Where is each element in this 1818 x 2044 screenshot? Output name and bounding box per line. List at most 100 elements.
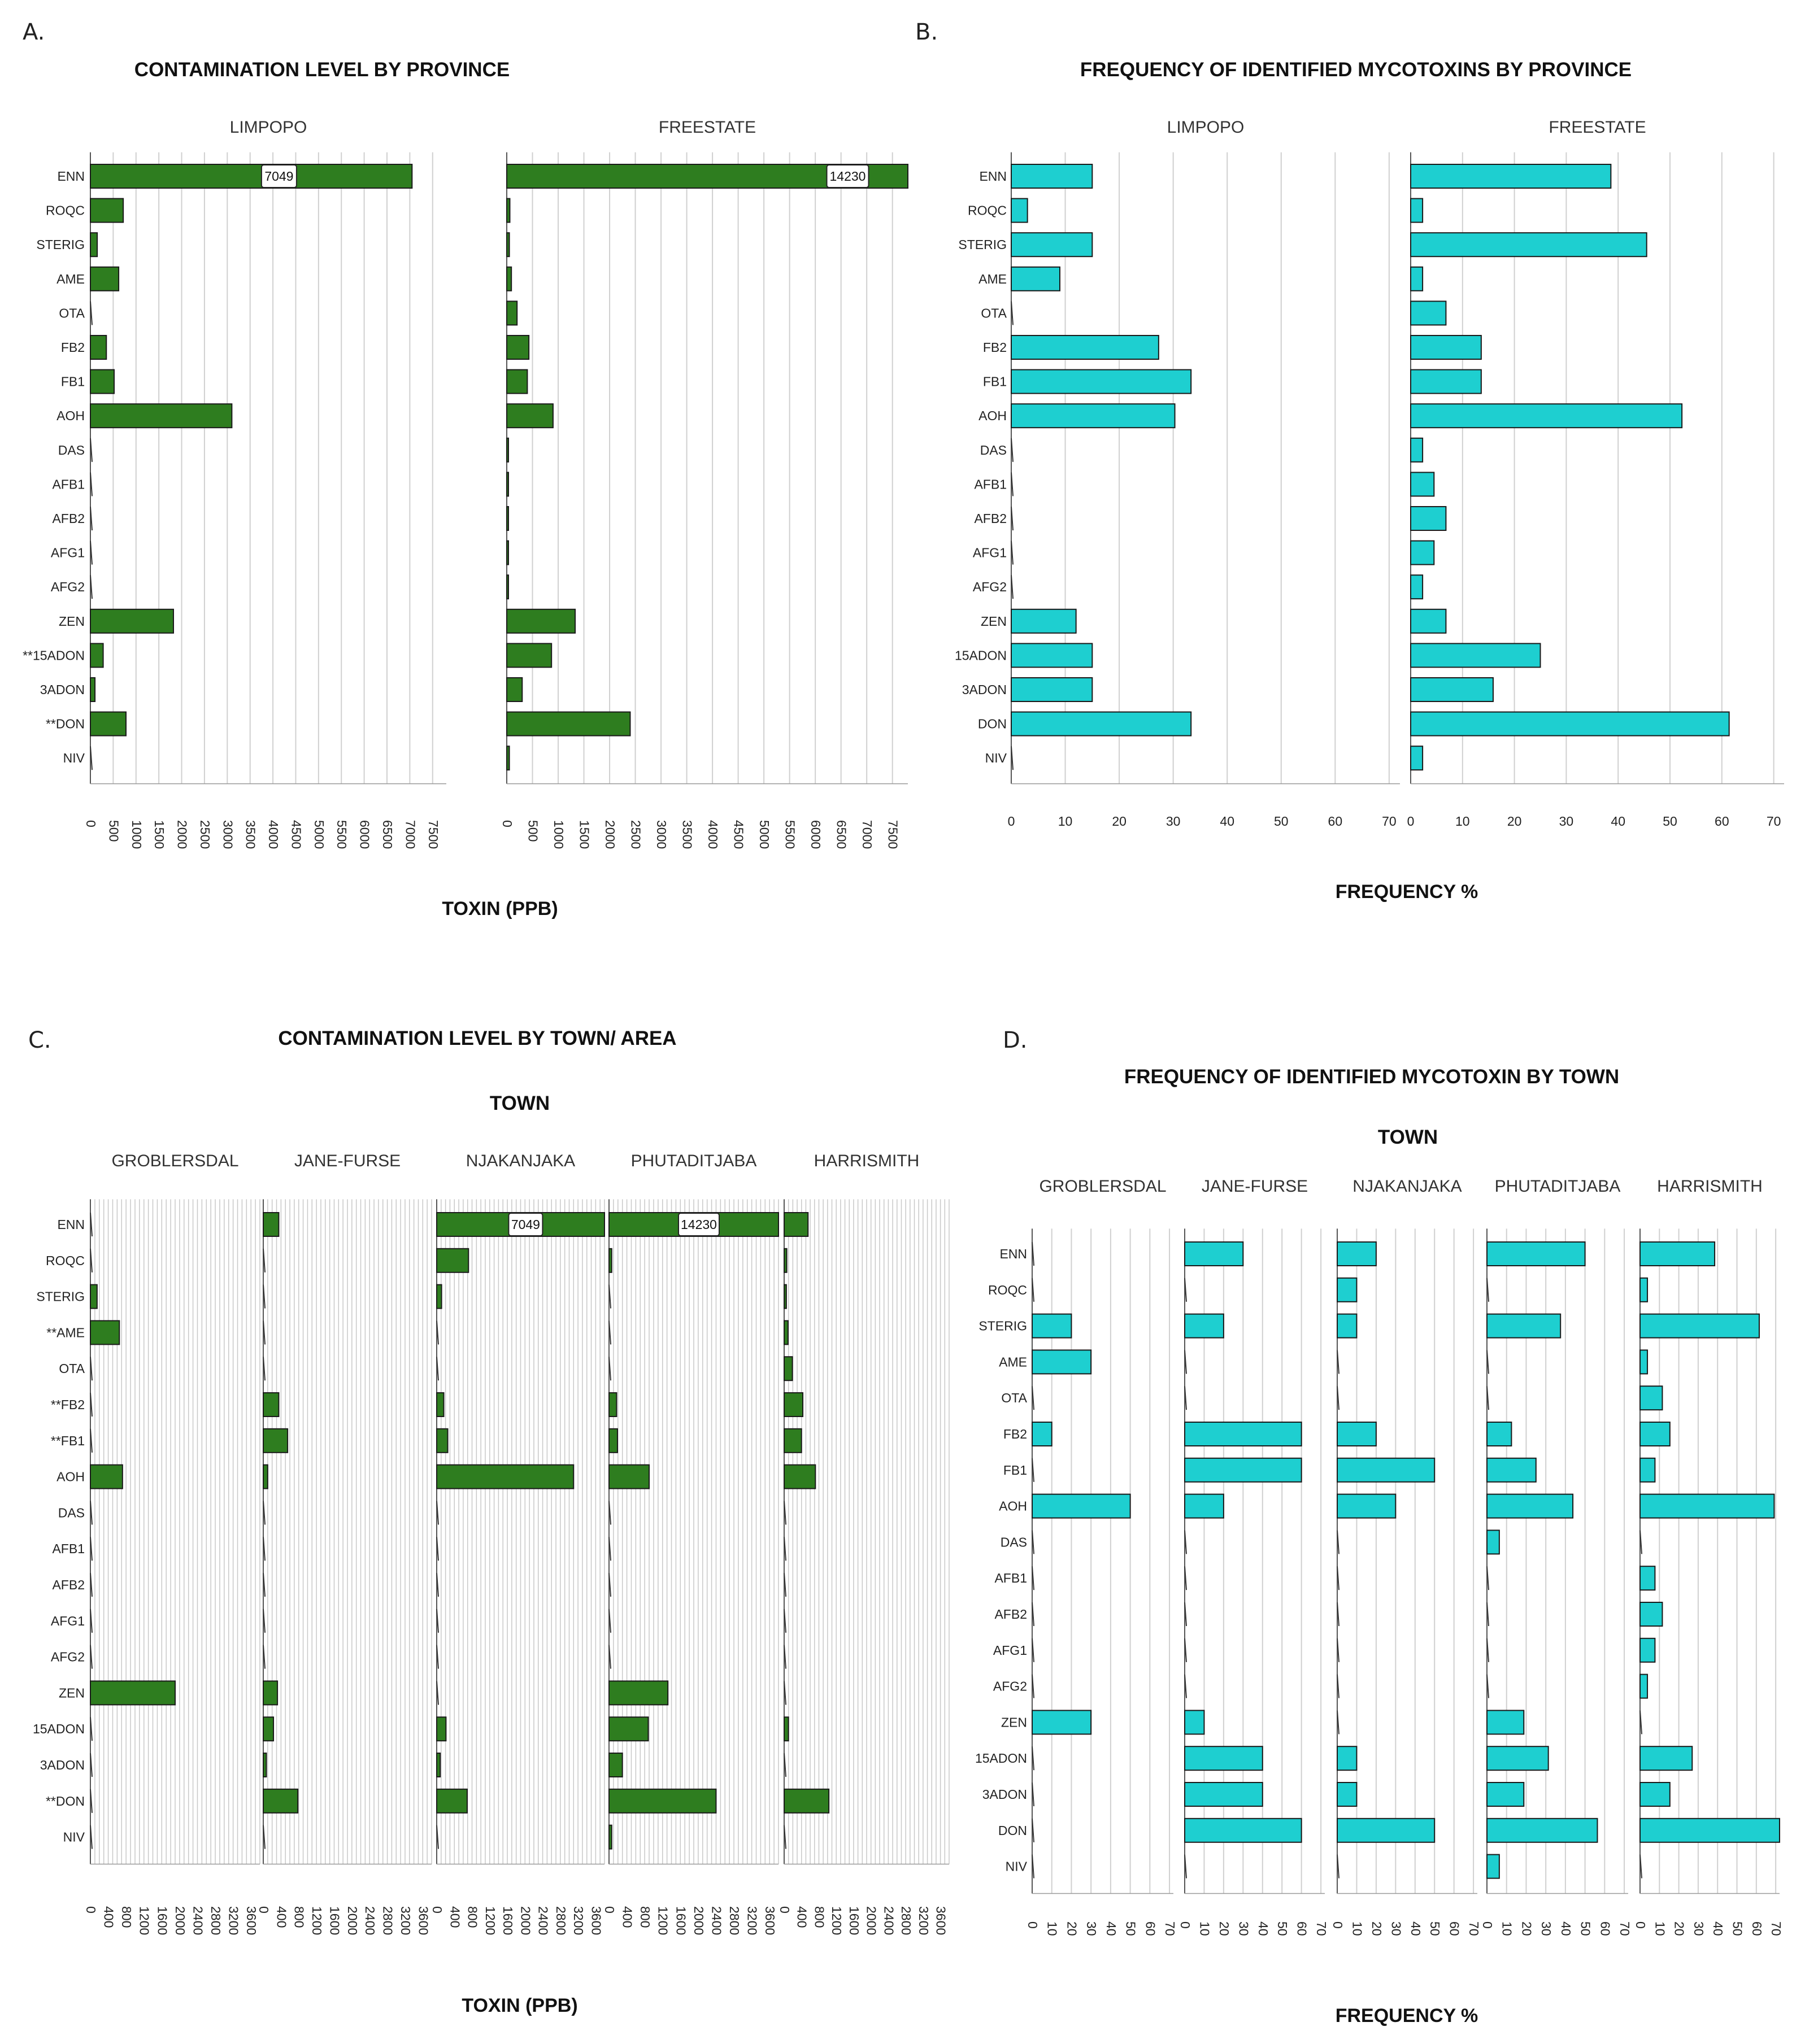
bar-afb1 bbox=[1639, 1566, 1656, 1591]
facet-limpopo: LIMPOPO 7049 0 500 1000 1500 2000 2500 3000 3500 4… bbox=[84, 118, 446, 849]
tick-label: 0 bbox=[1330, 1921, 1345, 1929]
facet-label: HARRISMITH bbox=[814, 1152, 920, 1170]
tick-label: 2800 bbox=[381, 1906, 395, 1935]
bar-das bbox=[608, 1501, 611, 1525]
tick-label: 3600 bbox=[589, 1906, 603, 1935]
annotation-label: 14230 bbox=[681, 1217, 717, 1232]
category-label: AOH bbox=[978, 408, 1007, 423]
facet-freestate: FREESTATE 0 10 20 30 40 50 60 70 bbox=[1407, 118, 1784, 829]
bar-afg2 bbox=[506, 574, 509, 600]
chart-title: CONTAMINATION LEVEL BY TOWN/ AREA bbox=[278, 1027, 676, 1049]
tick-label: 30 bbox=[1084, 1921, 1099, 1936]
tick-label: 20 bbox=[1519, 1921, 1534, 1936]
bar-roqc bbox=[784, 1248, 788, 1273]
bar-ame bbox=[1337, 1350, 1339, 1374]
bar-roqc bbox=[263, 1248, 266, 1272]
category-label: FB2 bbox=[61, 340, 85, 355]
bar-fb2 bbox=[608, 1392, 617, 1417]
tick-label: 1600 bbox=[847, 1906, 862, 1935]
bar-ame bbox=[506, 266, 512, 291]
tick-label: 0 bbox=[1008, 814, 1015, 829]
tick-label: 400 bbox=[102, 1906, 116, 1928]
tick-label: 400 bbox=[447, 1906, 462, 1928]
tick-label: 30 bbox=[1691, 1921, 1706, 1936]
tick-label: 0 bbox=[430, 1906, 445, 1914]
category-label: ROQC bbox=[968, 203, 1007, 218]
category-label: STERIG bbox=[36, 237, 85, 252]
bar-afb2 bbox=[784, 1572, 786, 1597]
bar-fb2 bbox=[784, 1392, 804, 1417]
bar-afb1 bbox=[1410, 472, 1435, 497]
bar-niv bbox=[1184, 1854, 1187, 1879]
bar-afb1 bbox=[506, 472, 509, 497]
bar-sterig bbox=[1337, 1313, 1358, 1339]
bar-fb1 bbox=[608, 1428, 618, 1453]
category-label: AFG2 bbox=[51, 1650, 85, 1664]
x-axis-label: FREQUENCY % bbox=[1336, 2005, 1478, 2026]
bar-fb1 bbox=[506, 369, 528, 394]
bar-niv bbox=[1011, 746, 1014, 770]
tick-label: 40 bbox=[1104, 1921, 1119, 1936]
bar-ame bbox=[1011, 266, 1060, 291]
bar-afb2 bbox=[436, 1572, 439, 1597]
category-label: AFG1 bbox=[51, 1614, 85, 1628]
annotation-box bbox=[678, 1213, 720, 1236]
bar-aoh bbox=[784, 1464, 816, 1489]
category-label: 15ADON bbox=[33, 1722, 85, 1736]
tick-label: 1200 bbox=[137, 1906, 152, 1935]
tick-label: 7000 bbox=[403, 820, 417, 849]
bar-sterig bbox=[90, 232, 98, 258]
bar-ota bbox=[90, 301, 93, 325]
bar-das bbox=[263, 1501, 266, 1525]
tick-label: 5000 bbox=[757, 820, 772, 849]
category-label: 3ADON bbox=[982, 1787, 1027, 1802]
annotation-box bbox=[508, 1213, 543, 1236]
bar-afg2 bbox=[784, 1645, 786, 1669]
panel-letter: B. bbox=[915, 19, 938, 45]
tick-label: 4000 bbox=[266, 820, 281, 849]
tick-label: 1500 bbox=[152, 820, 167, 849]
bar-afb2 bbox=[1011, 506, 1014, 531]
bar-fb2 bbox=[90, 1392, 93, 1417]
bar-afg1 bbox=[263, 1609, 266, 1633]
facet-phutaditjaba: PHUTADITJABA 14230 0 400 800 1200 1600 2000 2400… bbox=[602, 1152, 779, 1935]
bar-sterig bbox=[608, 1284, 611, 1309]
tick-label: 0 bbox=[84, 820, 98, 827]
tick-label: 5500 bbox=[783, 820, 798, 849]
category-label: FB1 bbox=[1003, 1463, 1027, 1478]
bar-fb2 bbox=[263, 1392, 280, 1417]
bar-roqc bbox=[90, 198, 124, 223]
bar-3adon bbox=[1032, 1782, 1034, 1807]
category-label: ENN bbox=[979, 169, 1007, 184]
facet-phutaditjaba: PHUTADITJABA 0 10 20 30 40 50 60 70 bbox=[1480, 1177, 1632, 1936]
bar-sterig bbox=[90, 1284, 98, 1309]
tick-label: 50 bbox=[1428, 1921, 1442, 1936]
facet-groblersdal: GROBLERSDAL 0 10 20 30 40 50 60 70 bbox=[1025, 1177, 1177, 1936]
bar-niv bbox=[1410, 746, 1424, 771]
category-label: STERIG bbox=[978, 1319, 1027, 1333]
category-label: AFB2 bbox=[52, 1577, 85, 1592]
bar-afb2 bbox=[263, 1572, 266, 1597]
bar-fb1 bbox=[263, 1428, 289, 1453]
bar-aoh bbox=[90, 403, 233, 429]
tick-label: 10 bbox=[1500, 1921, 1515, 1936]
bar-fb1 bbox=[1337, 1457, 1436, 1483]
bar-roqc bbox=[506, 198, 511, 223]
tick-label: 400 bbox=[620, 1906, 635, 1928]
tick-label: 6000 bbox=[358, 820, 372, 849]
bar-don bbox=[1032, 1818, 1034, 1842]
annotation-box bbox=[826, 164, 869, 188]
bar-afb2 bbox=[608, 1572, 611, 1597]
bar-afg2 bbox=[1032, 1674, 1034, 1698]
bar-don bbox=[263, 1788, 299, 1814]
tick-label: 20 bbox=[1369, 1921, 1384, 1936]
bar-afg1 bbox=[1011, 541, 1014, 565]
bar-15adon bbox=[90, 1717, 93, 1741]
bar-ame bbox=[436, 1320, 439, 1345]
bar-das bbox=[1337, 1530, 1339, 1554]
bar-roqc bbox=[436, 1248, 469, 1273]
tick-label: 40 bbox=[1256, 1921, 1271, 1936]
category-label: **DON bbox=[46, 717, 85, 731]
bar-aoh bbox=[436, 1464, 575, 1489]
x-axis-label: TOXIN (PPB) bbox=[442, 898, 558, 919]
